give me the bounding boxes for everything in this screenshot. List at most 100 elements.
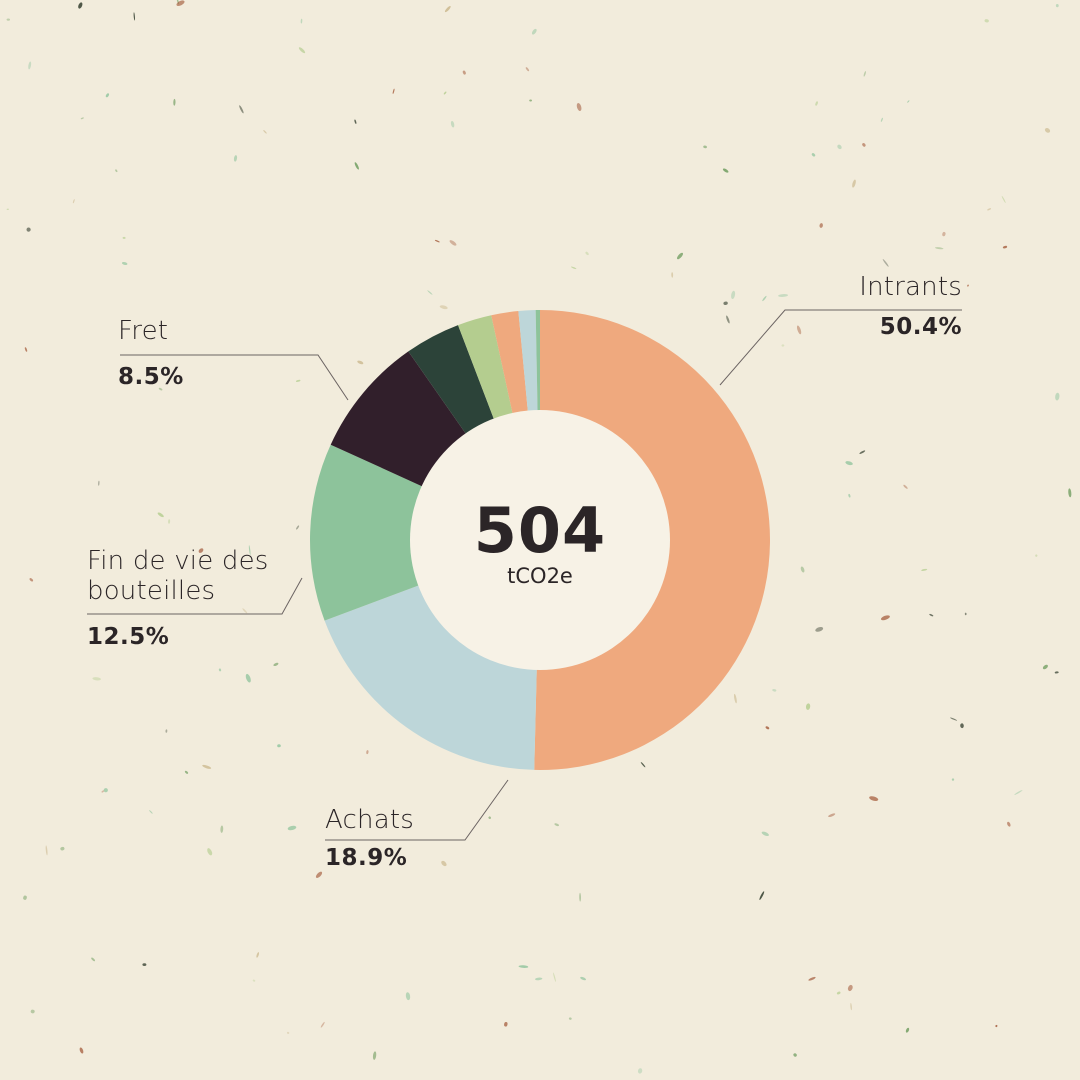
- speckle: [852, 179, 856, 188]
- speckle: [78, 2, 83, 9]
- speckle: [207, 848, 213, 856]
- speckle: [1044, 128, 1051, 133]
- speckle: [287, 825, 297, 831]
- speckle: [811, 153, 816, 157]
- leader-line-fret: [120, 354, 349, 401]
- speckle: [568, 1017, 572, 1020]
- speckle: [24, 347, 28, 352]
- speckle: [987, 208, 992, 211]
- speckle: [765, 726, 770, 730]
- speckle: [808, 976, 816, 981]
- speckle: [1042, 664, 1048, 670]
- speckle: [273, 662, 279, 667]
- speckle: [921, 568, 928, 571]
- speckle: [995, 1024, 998, 1028]
- speckle: [101, 790, 105, 793]
- speckle: [585, 251, 589, 256]
- speckle: [443, 91, 447, 95]
- label-fret-name: Fret: [118, 316, 169, 346]
- speckle: [296, 525, 300, 530]
- speckle: [242, 608, 248, 614]
- speckle: [880, 117, 883, 122]
- speckle: [805, 703, 811, 710]
- speckle: [859, 450, 866, 454]
- speckle: [796, 325, 802, 335]
- speckle: [450, 120, 455, 128]
- speckle: [184, 770, 189, 774]
- speckle: [105, 93, 109, 98]
- speckle: [880, 615, 890, 621]
- speckle: [525, 67, 530, 72]
- slice-minor-5: [458, 315, 513, 421]
- label-achats-name: Achats: [325, 805, 414, 835]
- speckle: [637, 1068, 643, 1074]
- speckle: [23, 895, 27, 900]
- speckle: [1055, 4, 1059, 8]
- speckle: [759, 891, 765, 900]
- speckle: [1054, 671, 1059, 674]
- speckle: [98, 480, 100, 486]
- speckle: [295, 379, 301, 382]
- speckle: [133, 12, 136, 21]
- speckle: [298, 47, 306, 54]
- speckle: [6, 18, 10, 21]
- speckle: [92, 677, 101, 681]
- label-fret-pct: 8.5%: [118, 364, 184, 390]
- speckle: [929, 613, 934, 617]
- slice-fret: [330, 351, 467, 487]
- label-intrants-name: Intrants: [859, 272, 962, 302]
- label-fin-de-vie-name-1: Fin de vie des: [87, 546, 269, 576]
- donut-hole: [410, 410, 670, 670]
- speckle: [951, 778, 955, 781]
- speckle: [202, 764, 212, 769]
- slice-minor-7: [518, 310, 538, 413]
- speckle: [762, 295, 767, 302]
- speckle: [29, 578, 34, 582]
- donut-slices: [310, 310, 771, 771]
- speckle: [354, 119, 357, 124]
- paper-texture: [6, 0, 1072, 1074]
- speckle: [848, 493, 851, 498]
- speckle: [942, 231, 946, 237]
- speckle: [248, 545, 251, 556]
- speckle: [1068, 488, 1072, 498]
- label-achats-pct: 18.9%: [325, 845, 408, 871]
- speckle: [793, 1053, 797, 1057]
- label-achats: Achats 18.9%: [325, 805, 414, 871]
- speckle: [731, 290, 736, 300]
- speckle: [122, 236, 126, 239]
- speckle: [372, 1051, 377, 1060]
- leader-lines: [87, 309, 962, 841]
- speckle: [800, 566, 805, 573]
- speckle: [245, 673, 251, 683]
- speckle: [1001, 195, 1006, 203]
- speckle: [703, 145, 707, 149]
- speckle: [781, 344, 785, 347]
- speckle: [836, 991, 841, 995]
- speckle: [300, 18, 303, 24]
- speckle: [103, 788, 108, 793]
- speckle: [723, 301, 728, 306]
- leader-line-achats: [325, 779, 509, 841]
- speckle: [449, 240, 457, 246]
- speckle: [198, 548, 204, 553]
- speckle: [518, 965, 529, 968]
- speckle: [80, 117, 84, 120]
- total-unit: tCO2e: [507, 564, 573, 588]
- speckle: [772, 689, 777, 692]
- speckle: [26, 227, 31, 232]
- leader-line-fin-de-vie: [87, 577, 303, 615]
- speckle: [819, 223, 823, 228]
- speckle: [1035, 554, 1038, 557]
- speckle: [6, 208, 9, 211]
- speckle: [576, 103, 582, 111]
- speckle: [554, 823, 559, 827]
- speckle: [726, 315, 730, 324]
- speckle: [580, 976, 587, 981]
- speckle: [553, 972, 556, 982]
- speckle: [115, 169, 118, 173]
- speckle: [845, 461, 853, 466]
- leader-line-intrants: [719, 309, 962, 386]
- speckle: [640, 762, 646, 768]
- speckle: [488, 816, 491, 819]
